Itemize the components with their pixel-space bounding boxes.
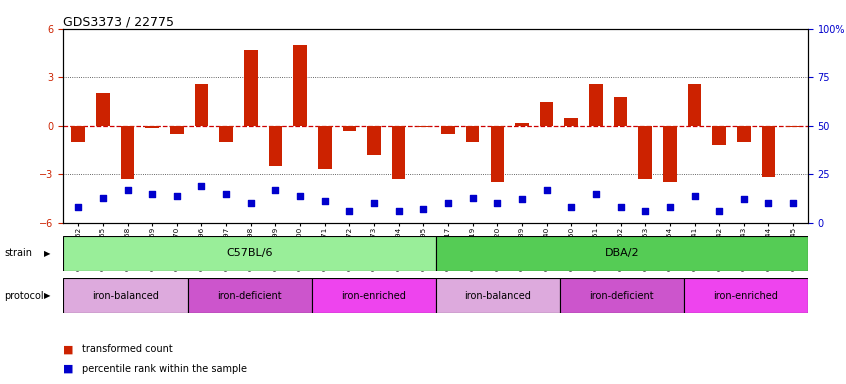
- Point: [540, 187, 553, 193]
- Text: DBA/2: DBA/2: [605, 248, 639, 258]
- Bar: [392, 126, 405, 179]
- Point: [663, 204, 677, 210]
- Bar: [466, 126, 480, 142]
- Point: [491, 200, 504, 207]
- Text: iron-enriched: iron-enriched: [713, 291, 778, 301]
- Bar: [343, 126, 356, 131]
- Point: [71, 204, 85, 210]
- Bar: [170, 126, 184, 134]
- Text: protocol: protocol: [4, 291, 44, 301]
- Bar: [188, 278, 311, 313]
- Point: [195, 183, 208, 189]
- Point: [442, 200, 455, 207]
- Bar: [684, 278, 808, 313]
- Bar: [560, 278, 684, 313]
- Bar: [367, 126, 381, 155]
- Point: [170, 192, 184, 199]
- Point: [466, 194, 480, 200]
- Bar: [96, 93, 110, 126]
- Point: [737, 196, 750, 202]
- Point: [392, 208, 405, 214]
- Point: [639, 208, 652, 214]
- Bar: [436, 278, 560, 313]
- Point: [96, 194, 110, 200]
- Point: [318, 198, 332, 204]
- Point: [614, 204, 628, 210]
- Bar: [318, 126, 332, 169]
- Bar: [737, 126, 750, 142]
- Bar: [491, 126, 504, 182]
- Bar: [244, 50, 257, 126]
- Bar: [712, 126, 726, 145]
- Point: [416, 206, 430, 212]
- Point: [712, 208, 726, 214]
- Bar: [761, 126, 775, 177]
- Bar: [663, 126, 677, 182]
- Text: ■: ■: [63, 344, 74, 354]
- Text: ▶: ▶: [44, 291, 51, 300]
- Point: [343, 208, 356, 214]
- Text: GDS3373 / 22775: GDS3373 / 22775: [63, 15, 174, 28]
- Text: iron-enriched: iron-enriched: [341, 291, 406, 301]
- Bar: [688, 84, 701, 126]
- Bar: [787, 126, 800, 127]
- Point: [564, 204, 578, 210]
- Point: [515, 196, 529, 202]
- Text: C57BL/6: C57BL/6: [227, 248, 272, 258]
- Bar: [436, 236, 808, 271]
- Point: [269, 187, 283, 193]
- Bar: [294, 45, 307, 126]
- Bar: [71, 126, 85, 142]
- Bar: [311, 278, 436, 313]
- Text: iron-balanced: iron-balanced: [464, 291, 531, 301]
- Point: [294, 192, 307, 199]
- Bar: [515, 122, 529, 126]
- Point: [219, 190, 233, 197]
- Point: [146, 190, 159, 197]
- Bar: [146, 126, 159, 128]
- Text: percentile rank within the sample: percentile rank within the sample: [82, 364, 247, 374]
- Bar: [614, 97, 628, 126]
- Text: iron-deficient: iron-deficient: [590, 291, 654, 301]
- Point: [761, 200, 775, 207]
- Text: strain: strain: [4, 248, 32, 258]
- Bar: [564, 118, 578, 126]
- Bar: [540, 101, 553, 126]
- Bar: [195, 84, 208, 126]
- Point: [787, 200, 800, 207]
- Bar: [589, 84, 602, 126]
- Bar: [219, 126, 233, 142]
- Text: iron-deficient: iron-deficient: [217, 291, 282, 301]
- Bar: [639, 126, 652, 179]
- Bar: [63, 236, 436, 271]
- Bar: [63, 278, 188, 313]
- Bar: [269, 126, 283, 166]
- Bar: [416, 126, 430, 127]
- Point: [589, 190, 602, 197]
- Text: ▶: ▶: [44, 249, 51, 258]
- Text: iron-balanced: iron-balanced: [92, 291, 159, 301]
- Point: [244, 200, 257, 207]
- Point: [688, 192, 701, 199]
- Text: ■: ■: [63, 364, 74, 374]
- Bar: [442, 126, 455, 134]
- Bar: [121, 126, 135, 179]
- Point: [367, 200, 381, 207]
- Point: [121, 187, 135, 193]
- Text: transformed count: transformed count: [82, 344, 173, 354]
